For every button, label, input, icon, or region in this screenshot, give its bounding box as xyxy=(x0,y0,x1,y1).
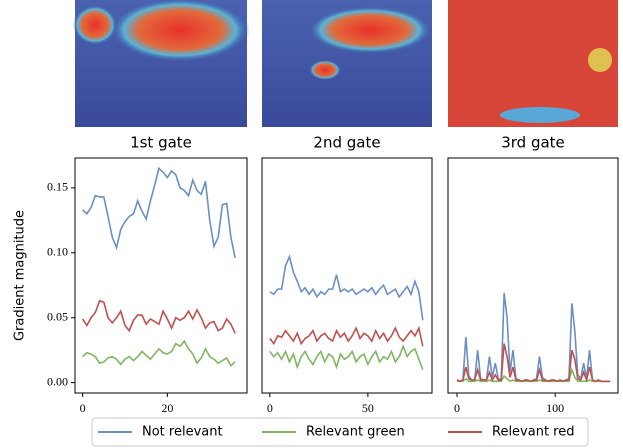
x-tick-label: 50 xyxy=(362,401,374,415)
panel-title: 2nd gate xyxy=(313,134,380,152)
axes-frame xyxy=(75,158,247,393)
series-line xyxy=(270,257,423,321)
x-tick-label: 0 xyxy=(454,401,460,415)
legend-label: Relevant red xyxy=(492,425,575,440)
series-line xyxy=(83,168,236,258)
heat-blob xyxy=(110,0,250,62)
y-tick-label: 0.05 xyxy=(47,309,68,323)
heatmap-images xyxy=(73,0,618,127)
series-line xyxy=(270,328,423,346)
heat-blob xyxy=(309,60,341,80)
y-axis-label: Gradient magnitude xyxy=(13,210,28,341)
y-tick-label: 0.10 xyxy=(47,245,68,259)
y-tick-label: 0.15 xyxy=(47,180,68,194)
x-tick-label: 20 xyxy=(161,401,173,415)
x-tick-label: 100 xyxy=(546,401,564,415)
y-tick-label: 0.00 xyxy=(47,374,68,388)
panel-title: 3rd gate xyxy=(501,134,565,152)
axes-frame xyxy=(448,158,618,393)
legend-label: Not relevant xyxy=(142,425,223,440)
figure: Not relevant Relevant green Relevant red 1… xyxy=(0,0,623,448)
heat-blob xyxy=(500,107,580,123)
legend-label: Relevant green xyxy=(306,425,405,440)
series-line xyxy=(83,341,236,366)
legend: Not relevant Relevant green Relevant red xyxy=(92,418,588,446)
series-line xyxy=(83,301,236,333)
heat-blob xyxy=(588,48,612,72)
series-line xyxy=(457,344,610,382)
heat-blob xyxy=(308,6,432,54)
heat-blob xyxy=(73,5,117,45)
panel-title: 1st gate xyxy=(130,134,192,152)
x-tick-label: 0 xyxy=(80,401,86,415)
series-line xyxy=(457,293,610,381)
series-line xyxy=(270,346,423,369)
x-tick-label: 0 xyxy=(267,401,273,415)
